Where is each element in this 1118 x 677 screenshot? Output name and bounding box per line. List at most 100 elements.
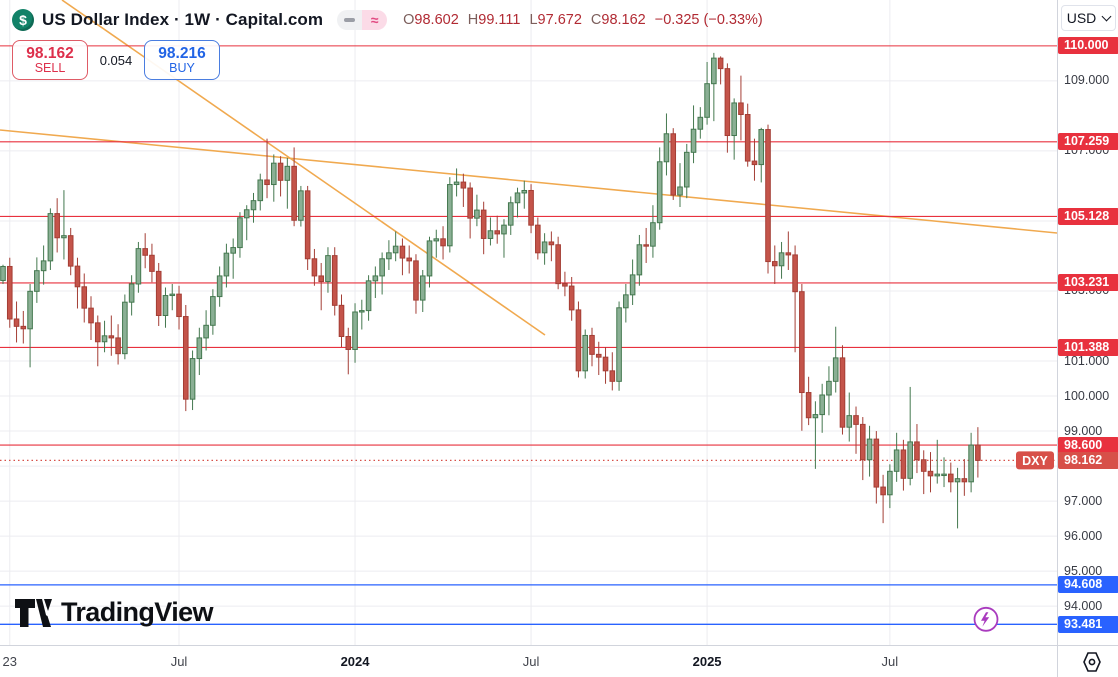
- candle: [135, 248, 142, 285]
- price-tick-label: 100.000: [1064, 388, 1110, 403]
- price-axis[interactable]: USD 109.000107.000105.000103.000101.0001…: [1057, 0, 1118, 645]
- candle: [961, 478, 968, 483]
- sell-button[interactable]: 98.162 SELL: [12, 40, 88, 80]
- price-tick-label: 95.000: [1064, 563, 1103, 578]
- candle: [758, 129, 765, 166]
- price-tick-label: 97.000: [1064, 493, 1103, 508]
- candle: [257, 179, 264, 202]
- candle: [406, 257, 412, 262]
- candle: [162, 295, 169, 316]
- approx-icon: ≈: [370, 12, 379, 28]
- candle: [101, 335, 108, 343]
- candle: [751, 160, 758, 166]
- candle: [765, 129, 771, 263]
- candle: [738, 102, 744, 116]
- time-tick-label: 23: [2, 654, 18, 669]
- candle: [826, 380, 832, 396]
- candle: [541, 241, 548, 254]
- candle: [555, 244, 561, 285]
- candle: [0, 265, 6, 281]
- price-tick-label: 109.000: [1064, 73, 1110, 88]
- candle: [149, 254, 155, 272]
- candle: [562, 283, 568, 287]
- candle: [954, 478, 961, 483]
- symbol-price-badge: [1016, 451, 1054, 470]
- candle: [189, 358, 196, 400]
- candles[interactable]: [0, 52, 981, 529]
- last-price-label: 98.162: [1058, 451, 1118, 469]
- candle: [176, 293, 182, 318]
- time-tick-label: 2024: [340, 654, 370, 669]
- approx-pill-button[interactable]: ≈: [362, 10, 388, 30]
- price-level-label: 98.600: [1058, 436, 1118, 454]
- candle: [866, 438, 873, 461]
- candle: [386, 252, 392, 260]
- candle: [629, 274, 636, 296]
- candle: [379, 258, 385, 277]
- axis-corner: [1057, 645, 1118, 677]
- candle: [223, 252, 230, 277]
- candle: [230, 247, 236, 254]
- candle: [670, 133, 677, 196]
- price-level-label: 105.128: [1058, 207, 1118, 225]
- candle: [968, 444, 974, 483]
- candle: [501, 224, 507, 235]
- settings-hexagon-icon[interactable]: [1082, 651, 1102, 673]
- candle: [812, 414, 819, 419]
- candle: [941, 473, 947, 477]
- candle: [13, 318, 20, 327]
- candle: [318, 275, 324, 283]
- currency-selector[interactable]: USD: [1061, 5, 1116, 31]
- high-label: H: [467, 12, 479, 28]
- buy-price: 98.216: [158, 44, 206, 62]
- candle: [453, 181, 460, 186]
- candle: [20, 325, 27, 330]
- trade-panel: 98.162 SELL 0.054 98.216 BUY: [12, 40, 220, 80]
- candle: [169, 293, 176, 297]
- candle: [47, 213, 54, 262]
- candle: [535, 224, 541, 254]
- tradingview-wordmark: TradingView: [61, 597, 214, 627]
- candle: [582, 334, 589, 372]
- indicator-pills: ≈: [337, 10, 388, 30]
- candle: [216, 275, 223, 298]
- candle: [115, 337, 121, 355]
- candle: [785, 252, 792, 256]
- time-axis[interactable]: 23 Jul 2024 Jul 2025 Jul: [0, 645, 1057, 677]
- symbol-badge-text: DXY: [1022, 454, 1048, 468]
- candle: [717, 57, 724, 70]
- close-value: 98.162: [601, 12, 646, 28]
- candle: [521, 189, 528, 194]
- symbol-title[interactable]: US Dollar Index · 1W · Capital.com: [42, 10, 324, 29]
- blue-level-label: 94.608: [1058, 576, 1118, 594]
- candle: [271, 162, 277, 186]
- candle: [128, 283, 135, 303]
- time-tick-label: Jul: [522, 654, 540, 669]
- price-tick-label: 94.000: [1064, 598, 1103, 613]
- candle: [142, 248, 148, 256]
- buy-button[interactable]: 98.216 BUY: [144, 40, 220, 80]
- candle: [108, 335, 115, 339]
- candle: [365, 280, 372, 312]
- candle: [237, 217, 243, 249]
- candle: [325, 255, 331, 283]
- chart-legend: $ US Dollar Index · 1W · Capital.com ≈ O…: [12, 9, 763, 31]
- candle: [636, 244, 643, 276]
- tradingview-logo-icon: [15, 598, 52, 627]
- tradingview-watermark[interactable]: TradingView: [14, 597, 214, 628]
- candle: [284, 165, 291, 181]
- price-chart[interactable]: DXY: [0, 0, 1057, 645]
- candle: [474, 209, 480, 219]
- candle: [507, 202, 514, 226]
- chart-area[interactable]: DXY $ US Dollar Index · 1W · Capital.com…: [0, 0, 1057, 645]
- candle: [575, 309, 582, 372]
- candle: [155, 270, 162, 316]
- currency-label: USD: [1066, 10, 1097, 26]
- candle: [419, 275, 426, 301]
- price-tick-label: 96.000: [1064, 528, 1103, 543]
- candle: [467, 187, 473, 219]
- minus-pill-button[interactable]: [337, 10, 363, 30]
- buy-label: BUY: [169, 60, 195, 75]
- candle: [480, 209, 487, 239]
- candle: [778, 252, 785, 267]
